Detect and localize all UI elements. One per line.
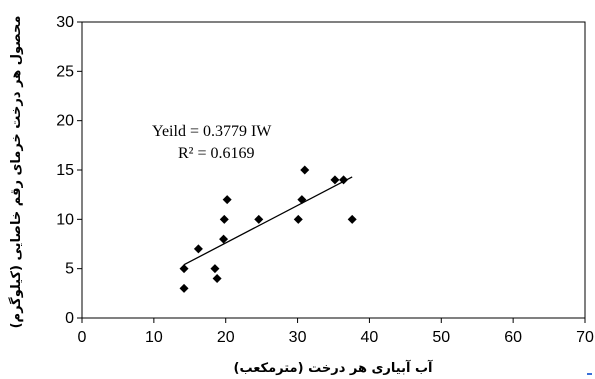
data-point [219, 234, 229, 244]
y-tick-label: 20 [56, 113, 74, 130]
data-point [339, 175, 349, 185]
y-tick-label: 15 [56, 162, 74, 179]
x-axis-ticks: 0 10 20 30 40 50 60 70 [78, 318, 594, 346]
trendline [183, 176, 353, 266]
data-point [300, 165, 310, 175]
data-point [222, 195, 232, 205]
data-point [347, 214, 357, 224]
data-point [293, 214, 303, 224]
r-squared-label: R² = 0.6169 [178, 145, 255, 162]
data-point [212, 274, 222, 284]
x-tick-label: 30 [289, 329, 307, 346]
x-tick-label: 70 [576, 329, 594, 346]
y-tick-label: 0 [65, 310, 74, 327]
data-point [179, 283, 189, 293]
x-tick-label: 60 [504, 329, 522, 346]
y-axis-title: محصول هر درخت خرمای رقم خاصایی (کیلوگرم) [8, 16, 24, 329]
data-point [297, 195, 307, 205]
plot-area [81, 21, 586, 319]
y-tick-label: 30 [56, 14, 74, 31]
data-point [254, 214, 264, 224]
y-tick-label: 10 [56, 211, 74, 228]
x-tick-label: 0 [78, 329, 87, 346]
stray-mark [587, 373, 592, 375]
y-tick-label: 5 [65, 261, 74, 278]
data-point [219, 214, 229, 224]
data-points [179, 165, 357, 293]
data-point [210, 264, 220, 274]
x-axis-title: آب آبیاری هر درخت (مترمکعب) [234, 359, 434, 376]
x-tick-label: 40 [361, 329, 379, 346]
equation-label: Yeild = 0.3779 IW [152, 123, 272, 140]
data-point [193, 244, 203, 254]
data-point [179, 264, 189, 274]
x-tick-label: 10 [145, 329, 163, 346]
data-point [330, 175, 340, 185]
y-tick-label: 25 [56, 63, 74, 80]
x-tick-label: 20 [217, 329, 235, 346]
x-tick-label: 50 [432, 329, 450, 346]
y-axis-ticks: 0 5 10 15 20 25 30 [56, 14, 82, 327]
